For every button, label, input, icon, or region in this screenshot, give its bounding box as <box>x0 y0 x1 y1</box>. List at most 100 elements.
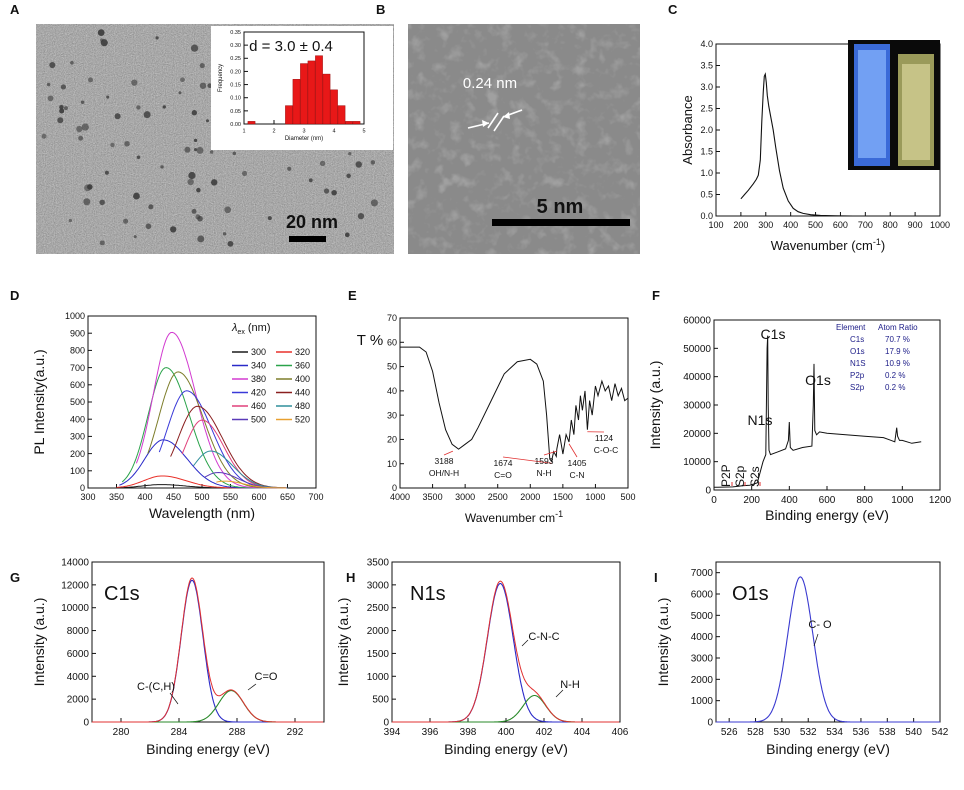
panel-letter-h: H <box>346 570 355 585</box>
nanoparticle <box>162 105 166 109</box>
x-tick-label: 450 <box>166 492 181 502</box>
panel-letter-d: D <box>10 288 19 303</box>
peak-label-s2s: S2s <box>748 466 762 487</box>
y-tick-label: 40000 <box>683 372 711 383</box>
histogram-bar <box>337 105 346 125</box>
nanoparticle <box>193 138 198 143</box>
x-tick-label: 1000 <box>930 220 950 230</box>
nanoparticle <box>78 135 84 141</box>
y-tick-label: 4000 <box>691 632 714 643</box>
nanoparticle <box>191 208 197 214</box>
panel-letter-f: F <box>652 288 660 303</box>
x-tick-label: 528 <box>747 727 764 738</box>
y-tick-label: 5000 <box>691 611 714 622</box>
peak-label-n1s: N1s <box>748 412 773 428</box>
annotation-1674: 1674 <box>494 458 513 468</box>
nanoparticle <box>41 133 47 139</box>
y-tick-label: 3.0 <box>700 82 713 92</box>
nanoparticle <box>123 218 129 224</box>
x-tick-label: 800 <box>883 220 898 230</box>
x-tick-label: 1000 <box>891 495 914 506</box>
nanoparticle <box>191 110 198 116</box>
peak-label: N-H <box>560 679 580 691</box>
legend-label-380: 380 <box>251 374 266 384</box>
y-tick-label: 0.25 <box>230 56 241 62</box>
legend-label-420: 420 <box>251 388 266 398</box>
plot-frame <box>713 319 941 491</box>
y-axis-label: Absorbance <box>680 95 695 164</box>
histogram-bar <box>322 73 331 125</box>
x-tick-label: 280 <box>113 727 130 738</box>
histogram-bar <box>330 89 338 125</box>
nanoparticle <box>210 179 218 186</box>
xlabel-sup: -1 <box>873 237 881 247</box>
inset-xlabel: Diameter (nm) <box>285 136 323 142</box>
nanoparticle <box>104 170 109 175</box>
nanoparticle <box>357 212 365 220</box>
x-tick-label: 400 <box>783 220 798 230</box>
nanoparticle <box>136 105 141 110</box>
y-tick-label: 1.5 <box>700 147 713 157</box>
y-tick-label: 1000 <box>367 672 390 683</box>
table-element-P2p: P2p <box>850 371 865 380</box>
nanoparticle <box>346 173 351 179</box>
nanoparticle <box>145 223 152 230</box>
y-tick-label: 900 <box>70 328 85 338</box>
annotation-3188: 3188 <box>435 456 454 466</box>
nanoparticle <box>133 192 140 200</box>
nanoparticle <box>110 142 115 148</box>
annotation-group-1405: C-N <box>569 470 584 480</box>
peak-label-leader <box>247 683 257 691</box>
annotation-arrow <box>543 450 557 456</box>
y-tick-label: 0.10 <box>230 96 241 102</box>
nanoparticle <box>184 146 191 153</box>
y-tick-label: 4000 <box>67 672 90 683</box>
legend-label-460: 460 <box>251 401 266 411</box>
x-tick-label: 400 <box>781 495 798 506</box>
histogram-bar <box>300 63 308 125</box>
y-tick-label: 2500 <box>367 603 390 614</box>
x-tick-label: 650 <box>280 492 295 502</box>
x-tick-label: 3000 <box>455 492 475 502</box>
panel-letter-i: I <box>654 570 658 585</box>
table-ratio-S2p: 0.2 % <box>885 383 905 392</box>
y-tick-label: 30 <box>387 410 397 420</box>
y-tick-label: 50 <box>387 362 397 372</box>
y-tick-label: 500 <box>372 695 389 706</box>
legend-label-400: 400 <box>295 374 310 384</box>
x-tick-label: 1500 <box>553 492 573 502</box>
legend-title: λex (nm) <box>231 322 271 336</box>
nanoparticle <box>49 61 56 69</box>
nanoparticle <box>194 148 198 152</box>
peak-label-c1s: C1s <box>761 326 786 342</box>
table-element-S2p: S2p <box>850 383 865 392</box>
table-header-element: Element <box>836 323 866 332</box>
x-tick-label: 5 <box>362 129 365 135</box>
y-tick-label: 30000 <box>683 401 711 412</box>
panel-a: A 20 nm 1 2 3 4 5 0.00 0.05 0.10 0.15 0.20 0.25 0.30 0… <box>10 2 394 254</box>
y-tick-label: 50000 <box>683 344 711 355</box>
histogram-bar <box>307 60 316 125</box>
y-tick-label: 0.15 <box>230 82 241 88</box>
x-tick-label: 284 <box>171 727 188 738</box>
legend-label-320: 320 <box>295 347 310 357</box>
arrow-right-head <box>503 112 510 119</box>
nanoparticle <box>370 160 376 165</box>
x-tick-label: 292 <box>287 727 304 738</box>
nanoparticle <box>106 95 110 99</box>
nanoparticle <box>187 178 194 186</box>
nanoparticle <box>68 218 73 223</box>
y-tick-label: 12000 <box>61 580 89 591</box>
y-axis-label: Intensity (a.u.) <box>647 361 663 450</box>
table-header-ratio: Atom Ratio <box>878 323 918 332</box>
table-element-O1s: O1s <box>850 347 865 356</box>
y-tick-label: 0.05 <box>230 109 241 115</box>
x-tick-label: 526 <box>721 727 738 738</box>
y-tick-label: 2000 <box>367 626 390 637</box>
table-ratio-P2p: 0.2 % <box>885 371 905 380</box>
panel-h: H 394 396 398 400 402 404 406 0 500 1000 1500 2000 25… <box>335 558 629 758</box>
y-tick-label: 2000 <box>67 695 90 706</box>
x-tick-label: 350 <box>109 492 124 502</box>
nanoparticle <box>199 82 207 90</box>
y-tick-label: 2000 <box>691 675 714 686</box>
